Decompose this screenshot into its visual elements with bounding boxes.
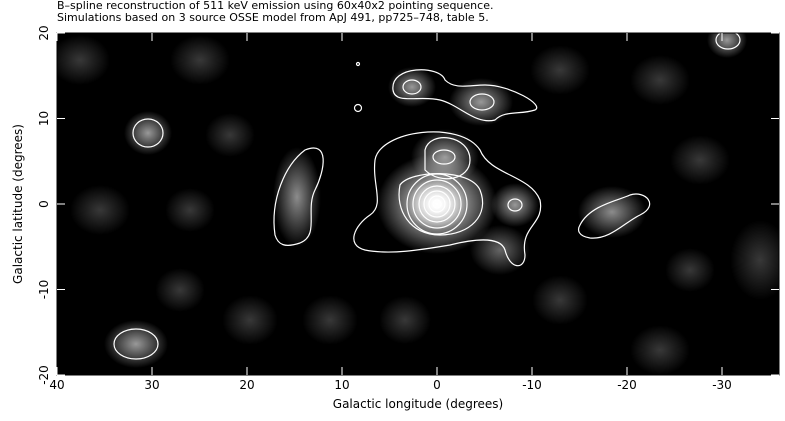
x-tick-label: 20: [239, 378, 254, 392]
x-tick-label: -30: [712, 378, 732, 392]
y-tick-label: 10: [37, 111, 51, 126]
y-tick-label: -10: [37, 280, 51, 300]
x-axis-label: Galactic longitude (degrees): [333, 397, 503, 411]
y-axis-label: Galactic latitude (degrees): [11, 124, 25, 284]
x-tick-label: 0: [433, 378, 441, 392]
x-tick-label: 40: [49, 378, 64, 392]
chart-subtitle: Simulations based on 3 source OSSE model…: [57, 11, 489, 24]
x-tick-label: -10: [522, 378, 542, 392]
y-tick-label: -20: [37, 365, 51, 385]
y-tick-label: 20: [37, 25, 51, 40]
x-tick-label: 10: [334, 378, 349, 392]
x-tick-label: -20: [617, 378, 637, 392]
chart-title: B–spline reconstruction of 511 keV emiss…: [57, 0, 493, 12]
y-tick-label: 0: [37, 200, 51, 208]
sky-map: [57, 33, 779, 375]
x-tick-label: 30: [144, 378, 159, 392]
